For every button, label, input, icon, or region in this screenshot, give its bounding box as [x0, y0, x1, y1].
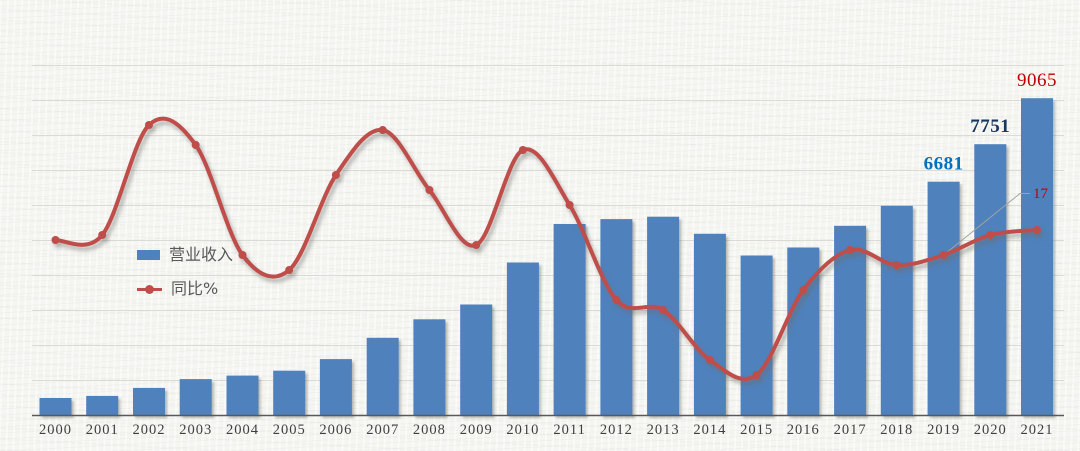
x-axis-label-2011: 2011 [553, 422, 585, 438]
bar-value-label-2019: 6681 [924, 154, 964, 175]
label-leader-line [943, 193, 1030, 256]
x-axis-label-2017: 2017 [834, 422, 867, 438]
yoy-marker-2009 [472, 241, 481, 249]
yoy-value-label: 17 [1033, 186, 1049, 202]
x-axis-label-2010: 2010 [506, 422, 539, 438]
x-axis-label-2021: 2021 [1021, 422, 1054, 438]
yoy-marker-2013 [659, 306, 668, 314]
legend-item-revenue: 营业收入 [137, 246, 233, 264]
x-axis-label-2015: 2015 [740, 422, 773, 438]
x-axis-label-2020: 2020 [974, 422, 1007, 438]
yoy-marker-2010 [518, 146, 527, 154]
yoy-line-group [51, 116, 1041, 382]
bar-2003 [179, 379, 212, 416]
x-axis-label-2013: 2013 [647, 422, 680, 438]
x-axis-label-2000: 2000 [39, 422, 72, 438]
legend-label-revenue: 营业收入 [169, 245, 234, 264]
x-axis-label-2012: 2012 [600, 422, 633, 438]
bar-value-label-2021: 9065 [1017, 70, 1057, 91]
yoy-marker-2017 [846, 246, 855, 254]
yoy-marker-2006 [331, 171, 340, 179]
bar-2018 [880, 205, 913, 416]
legend-item-yoy: 同比% [137, 280, 233, 298]
bar-2006 [319, 359, 352, 416]
bar-2020 [974, 144, 1007, 416]
yoy-marker-2019 [939, 251, 948, 259]
yoy-marker-2012 [612, 296, 621, 304]
yoy-marker-2007 [378, 126, 387, 134]
x-axis-label-2002: 2002 [133, 422, 166, 438]
x-axis-label-2018: 2018 [880, 422, 913, 438]
yoy-line-swatch-icon [137, 284, 162, 294]
x-axis-label-2014: 2014 [693, 422, 726, 438]
bar-2013 [647, 216, 680, 416]
bar-2004 [226, 375, 259, 416]
bar-2017 [834, 225, 867, 416]
legend-label-yoy: 同比% [171, 279, 219, 298]
bar-2019 [927, 181, 960, 416]
x-axis-label-2008: 2008 [413, 422, 446, 438]
x-axis-label-2004: 2004 [226, 422, 259, 438]
bar-2021 [1021, 98, 1053, 416]
bar-2009 [460, 304, 493, 416]
yoy-marker-2021 [1033, 226, 1041, 234]
x-axis-label-2009: 2009 [460, 422, 493, 438]
bar-2011 [553, 224, 586, 416]
revenue-bar-swatch-icon [137, 250, 160, 260]
yoy-marker-2004 [238, 251, 247, 259]
yoy-marker-2000 [51, 236, 60, 244]
bar-2012 [600, 219, 633, 416]
x-axis-label-2007: 2007 [366, 422, 399, 438]
yoy-marker-2001 [98, 231, 107, 239]
bar-2000 [39, 398, 72, 416]
yoy-marker-2005 [285, 266, 294, 274]
x-axis-label-2006: 2006 [319, 422, 352, 438]
x-axis-label-2005: 2005 [273, 422, 306, 438]
x-axis-label-2003: 2003 [179, 422, 212, 438]
bar-2002 [133, 387, 165, 416]
x-axis-label-2019: 2019 [927, 422, 960, 438]
bar-2007 [366, 337, 399, 416]
legend: 营业收入 同比% [137, 246, 233, 298]
bar-2001 [86, 395, 119, 416]
yoy-marker-2020 [986, 231, 995, 239]
yoy-marker-2002 [145, 121, 153, 129]
bar-value-label-2020: 7751 [970, 116, 1010, 137]
bar-2016 [787, 247, 820, 416]
yoy-marker-2016 [799, 286, 808, 294]
yoy-marker-2003 [191, 141, 200, 149]
bar-2015 [740, 255, 773, 416]
yoy-marker-2015 [752, 371, 761, 379]
x-axis-label-2016: 2016 [787, 422, 820, 438]
bar-2010 [506, 262, 539, 416]
x-axis-label-2001: 2001 [86, 422, 119, 438]
yoy-marker-2011 [565, 201, 574, 209]
bar-2005 [273, 370, 306, 416]
yoy-marker-2018 [892, 261, 901, 269]
bar-2014 [693, 233, 726, 416]
yoy-marker-2008 [425, 186, 434, 194]
yoy-marker-2014 [705, 356, 714, 364]
bar-2008 [413, 319, 446, 416]
